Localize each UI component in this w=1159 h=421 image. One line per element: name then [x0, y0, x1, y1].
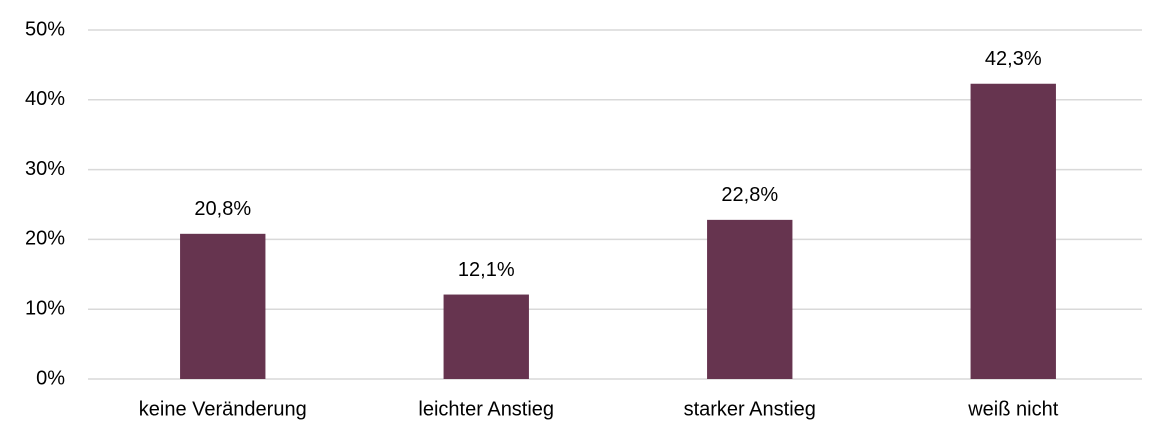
y-tick-label: 40%	[25, 88, 65, 110]
data-label: 42,3%	[985, 48, 1042, 70]
bar	[180, 233, 266, 379]
data-label: 22,8%	[721, 184, 778, 206]
bar	[443, 294, 529, 379]
x-tick-label: starker Anstieg	[684, 398, 816, 420]
y-tick-label: 20%	[25, 228, 65, 250]
data-label: 12,1%	[458, 259, 515, 281]
data-label: 20,8%	[194, 198, 251, 220]
x-tick-label: weiß nicht	[967, 398, 1058, 420]
y-tick-label: 50%	[25, 18, 65, 40]
y-tick-label: 0%	[36, 367, 65, 389]
x-tick-label: leichter Anstieg	[418, 398, 554, 420]
bar	[970, 83, 1056, 379]
y-tick-label: 10%	[25, 297, 65, 319]
x-tick-label: keine Veränderung	[139, 398, 307, 420]
bar	[707, 219, 793, 379]
y-tick-label: 30%	[25, 158, 65, 180]
